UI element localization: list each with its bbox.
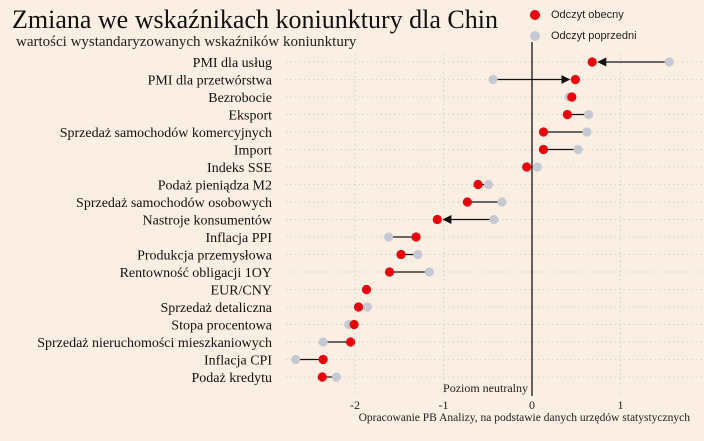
- current-value-point: [587, 57, 597, 67]
- legend-item-current: Odczyt obecny: [530, 4, 637, 25]
- current-value-point: [462, 197, 472, 207]
- current-value-point: [349, 319, 359, 330]
- category-label: Sprzedaż nieruchomości mieszkaniowych: [37, 336, 272, 351]
- legend: Odczyt obecny Odczyt poprzedni: [530, 4, 637, 46]
- chart-title: Zmiana we wskaźnikach koniunktury dla Ch…: [12, 5, 498, 34]
- legend-label-previous: Odczyt poprzedni: [551, 29, 637, 42]
- category-label: PMI dla przetwórstwa: [148, 74, 273, 89]
- current-value-point: [522, 162, 532, 172]
- current-value-point: [318, 354, 328, 365]
- x-tick-label: 1: [618, 398, 624, 412]
- category-label: Sprzedaż samochodów osobowych: [76, 196, 272, 211]
- category-label: PMI dla usług: [193, 56, 272, 71]
- category-label: Inflacja PPI: [206, 231, 273, 246]
- current-value-point: [538, 144, 549, 155]
- chart-subtitle: wartości wystandaryzowanych wskaźników k…: [16, 34, 357, 50]
- category-label: Import: [234, 144, 272, 159]
- current-value-point: [396, 249, 406, 260]
- previous-value-point: [582, 127, 592, 137]
- category-label: Rentowność obligacji 1OY: [120, 266, 272, 281]
- previous-value-point: [488, 74, 498, 85]
- previous-value-point: [532, 162, 542, 172]
- category-label: Produkcja przemysłowa: [137, 249, 273, 264]
- previous-value-point: [362, 302, 372, 312]
- category-label: Stopa procentowa: [171, 319, 272, 334]
- current-value-point: [411, 232, 421, 242]
- category-label: Podaż kredytu: [192, 371, 272, 386]
- legend-marker-previous: [530, 30, 540, 41]
- current-value-point: [562, 109, 573, 120]
- current-value-point: [567, 92, 577, 102]
- current-value-point: [353, 302, 364, 312]
- previous-value-point: [424, 267, 434, 277]
- legend-marker-current: [530, 9, 540, 20]
- current-value-point: [317, 372, 327, 382]
- previous-value-point: [384, 232, 394, 242]
- neutral-line-label: Poziom neutralny: [443, 381, 528, 395]
- previous-value-point: [489, 214, 499, 225]
- current-value-point: [473, 179, 483, 190]
- current-value-point: [432, 214, 442, 225]
- category-label: EUR/CNY: [211, 284, 272, 299]
- current-value-point: [570, 74, 580, 85]
- previous-value-point: [291, 354, 301, 365]
- previous-value-point: [664, 57, 674, 67]
- previous-value-point: [331, 372, 342, 382]
- previous-value-point: [573, 144, 583, 155]
- source-note: Opracowanie PB Analizy, na podstawie dan…: [358, 412, 690, 424]
- category-label: Inflacja CPI: [204, 354, 272, 369]
- legend-item-previous: Odczyt poprzedni: [530, 25, 637, 46]
- category-label: Bezrobocie: [208, 91, 272, 106]
- category-label: Nastroje konsumentów: [143, 214, 273, 229]
- category-label: Indeks SSE: [207, 161, 272, 176]
- previous-value-point: [413, 249, 423, 260]
- x-tick-label: -2: [350, 398, 360, 412]
- previous-value-point: [484, 179, 494, 190]
- legend-label-current: Odczyt obecny: [551, 8, 624, 21]
- category-label: Sprzedaż samochodów komercyjnych: [60, 126, 272, 141]
- previous-value-point: [318, 337, 328, 347]
- current-value-point: [384, 267, 395, 277]
- previous-value-point: [497, 197, 507, 207]
- category-label: Podaż pieniądza M2: [158, 179, 272, 194]
- current-value-point: [345, 337, 356, 347]
- current-value-point: [361, 284, 372, 295]
- previous-value-point: [584, 109, 594, 120]
- x-tick-label: 0: [529, 398, 535, 412]
- category-label: Sprzedaż detaliczna: [160, 301, 272, 316]
- current-value-point: [538, 127, 549, 137]
- x-tick-label: -1: [439, 398, 449, 412]
- category-label: Eksport: [228, 109, 272, 124]
